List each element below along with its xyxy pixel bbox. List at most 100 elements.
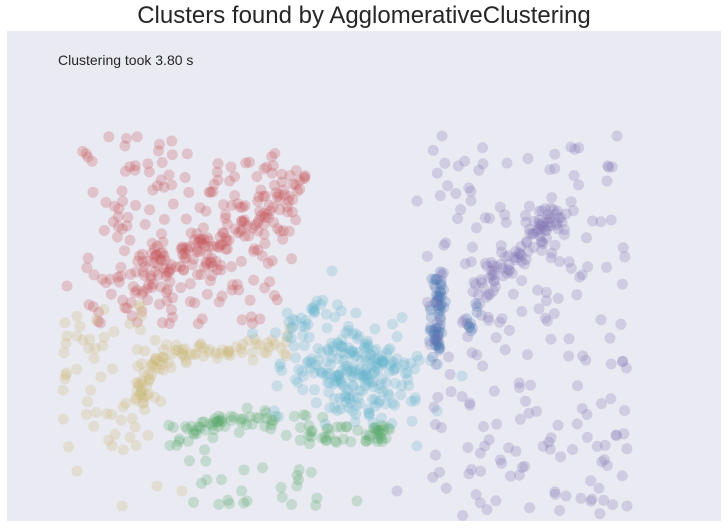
scatter-point-s4-8 bbox=[303, 420, 315, 432]
scatter-point-s6-153 bbox=[372, 353, 384, 365]
scatter-point-s11-2 bbox=[571, 289, 583, 301]
scatter-point-s6-24 bbox=[321, 370, 332, 382]
scatter-point-s0-14 bbox=[254, 313, 266, 325]
scatter-point-s6-79 bbox=[293, 364, 305, 375]
scatter-point-s6-150 bbox=[343, 393, 355, 405]
scatter-point-s2-60 bbox=[280, 336, 292, 348]
scatter-point-s6-185 bbox=[324, 402, 336, 414]
scatter-point-s6-25 bbox=[329, 402, 340, 414]
scatter-point-s6-158 bbox=[359, 340, 370, 352]
scatter-point-s3-6 bbox=[97, 340, 109, 352]
scatter-point-s0-155 bbox=[149, 251, 161, 263]
scatter-point-s6-103 bbox=[288, 340, 300, 352]
scatter-point-s0-93 bbox=[286, 253, 297, 265]
scatter-point-s11-130 bbox=[478, 421, 489, 433]
scatter-point-s11-131 bbox=[533, 303, 545, 315]
scatter-point-s3-62 bbox=[116, 500, 128, 512]
scatter-point-s0-3 bbox=[131, 316, 143, 328]
scatter-point-s0-95 bbox=[125, 297, 137, 309]
scatter-point-s5-2 bbox=[201, 474, 213, 486]
scatter-point-s2-24 bbox=[170, 339, 182, 351]
scatter-point-s0-149 bbox=[212, 174, 224, 186]
scatter-point-s1-116 bbox=[178, 264, 190, 276]
scatter-point-s1-103 bbox=[238, 216, 250, 228]
scatter-point-s4-22 bbox=[208, 424, 220, 436]
scatter-point-s7-9 bbox=[315, 298, 327, 310]
scatter-point-s11-202 bbox=[411, 195, 423, 207]
scatter-point-s6-210 bbox=[347, 346, 359, 358]
scatter-point-s11-124 bbox=[518, 258, 530, 270]
scatter-point-s8-37 bbox=[434, 286, 446, 298]
scatter-point-s10-50 bbox=[528, 241, 540, 253]
scatter-point-s0-97 bbox=[233, 284, 245, 296]
scatter-point-s11-140 bbox=[563, 350, 575, 362]
scatter-point-s11-172 bbox=[567, 444, 578, 455]
scatter-point-s11-4 bbox=[470, 489, 482, 501]
scatter-point-s10-80 bbox=[482, 289, 494, 301]
scatter-point-s0-157 bbox=[166, 135, 178, 147]
scatter-point-s6-236 bbox=[271, 380, 283, 392]
scatter-point-s6-13 bbox=[322, 343, 334, 355]
scatter-point-s1-34 bbox=[236, 215, 248, 227]
scatter-point-s6-232 bbox=[326, 265, 338, 277]
scatter-point-s8-11 bbox=[434, 314, 446, 326]
scatter-point-s11-193 bbox=[543, 436, 555, 448]
scatter-point-s2-58 bbox=[141, 390, 153, 402]
scatter-point-s6-53 bbox=[363, 403, 375, 415]
scatter-point-s2-75 bbox=[138, 366, 150, 378]
scatter-point-s6-132 bbox=[268, 405, 280, 417]
scatter-point-s1-48 bbox=[204, 256, 216, 268]
scatter-point-s6-133 bbox=[382, 344, 394, 356]
scatter-point-s6-111 bbox=[374, 395, 386, 407]
scatter-point-s0-90 bbox=[175, 282, 187, 294]
scatter-point-s8-9 bbox=[430, 282, 442, 294]
scatter-point-s5-20 bbox=[286, 499, 298, 510]
scatter-point-s0-98 bbox=[104, 273, 116, 285]
scatter-point-s4-61 bbox=[378, 421, 390, 433]
scatter-point-s11-125 bbox=[436, 422, 447, 433]
scatter-point-s11-71 bbox=[483, 212, 495, 224]
scatter-point-s10-59 bbox=[516, 250, 527, 262]
scatter-point-s11-93 bbox=[488, 385, 500, 397]
scatter-point-s5-16 bbox=[183, 455, 195, 467]
scatter-point-s6-60 bbox=[347, 328, 359, 340]
scatter-point-s6-235 bbox=[411, 440, 423, 452]
scatter-point-s11-81 bbox=[552, 419, 564, 431]
scatter-point-s8-13 bbox=[430, 339, 442, 351]
scatter-point-s6-193 bbox=[305, 357, 317, 369]
scatter-point-s0-94 bbox=[151, 240, 163, 252]
scatter-point-s0-120 bbox=[182, 243, 194, 255]
scatter-point-s1-82 bbox=[192, 236, 204, 248]
scatter-point-s7-14 bbox=[300, 314, 312, 326]
scatter-point-s10-74 bbox=[545, 202, 557, 214]
scatter-point-s4-63 bbox=[370, 421, 382, 433]
scatter-point-s6-163 bbox=[350, 350, 362, 362]
scatter-point-s1-107 bbox=[242, 220, 254, 232]
scatter-point-s11-171 bbox=[443, 351, 454, 363]
scatter-point-s1-140 bbox=[198, 261, 210, 273]
scatter-point-s3-30 bbox=[124, 318, 136, 330]
scatter-point-s6-142 bbox=[391, 331, 403, 343]
scatter-point-s8-59 bbox=[432, 290, 443, 302]
scatter-point-s1-32 bbox=[178, 264, 189, 275]
scatter-point-s11-59 bbox=[545, 432, 557, 444]
scatter-point-s4-14 bbox=[298, 409, 310, 421]
scatter-point-s6-129 bbox=[316, 366, 328, 378]
scatter-point-s4-90 bbox=[240, 419, 252, 431]
scatter-point-s2-76 bbox=[161, 339, 172, 351]
scatter-point-s1-59 bbox=[214, 239, 226, 251]
scatter-point-s2-29 bbox=[157, 351, 169, 363]
scatter-point-s6-141 bbox=[351, 399, 362, 411]
scatter-point-s11-38 bbox=[593, 482, 605, 494]
scatter-point-s1-2 bbox=[236, 224, 248, 236]
scatter-point-s3-55 bbox=[90, 314, 102, 326]
scatter-point-s6-196 bbox=[376, 412, 387, 424]
scatter-point-s4-101 bbox=[186, 420, 198, 432]
points-layer bbox=[57, 130, 633, 521]
scatter-point-s11-197 bbox=[437, 267, 449, 279]
scatter-point-s2-12 bbox=[145, 358, 157, 370]
scatter-point-s0-13 bbox=[269, 290, 280, 301]
scatter-point-s9-8 bbox=[461, 313, 473, 325]
scatter-point-s10-9 bbox=[556, 216, 568, 228]
scatter-point-s8-21 bbox=[432, 330, 444, 342]
